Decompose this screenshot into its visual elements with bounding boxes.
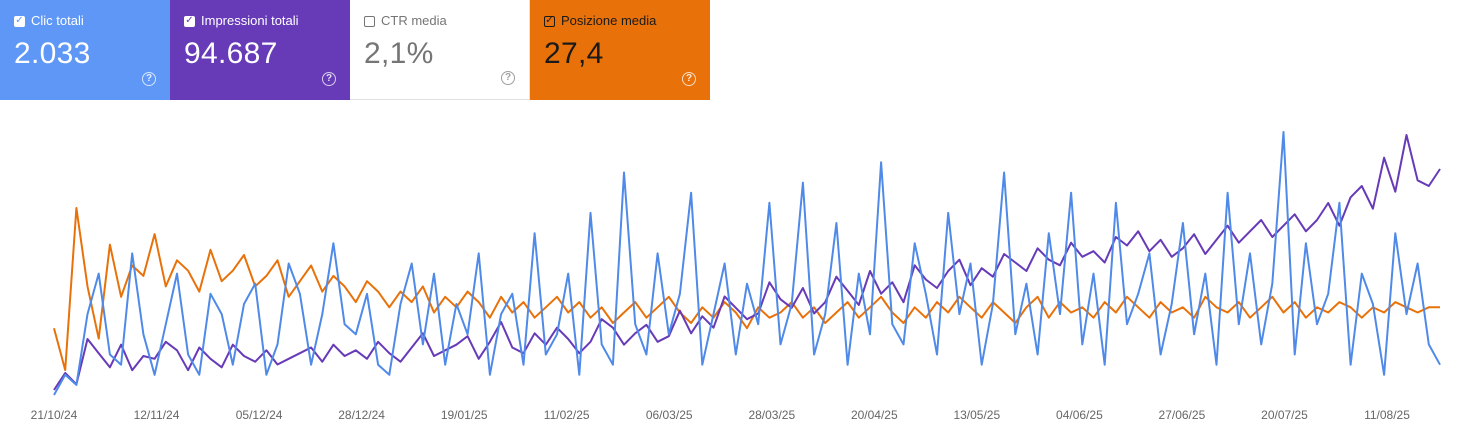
x-tick-label: 21/10/24 <box>31 408 78 422</box>
help-icon[interactable]: ? <box>142 72 156 86</box>
metric-label: CTR media <box>381 13 447 28</box>
help-icon[interactable]: ? <box>501 71 515 85</box>
checkbox-checked-icon[interactable]: ✓ <box>14 15 25 27</box>
metric-value: 2,1% <box>364 37 434 70</box>
x-tick-label: 20/07/25 <box>1261 408 1308 422</box>
x-tick-label: 20/04/25 <box>851 408 898 422</box>
help-icon[interactable]: ? <box>682 72 696 86</box>
series-line-impressions[interactable] <box>53 134 1441 391</box>
help-icon[interactable]: ? <box>322 72 336 86</box>
x-tick-label: 19/01/25 <box>441 408 488 422</box>
x-tick-label: 11/08/25 <box>1364 408 1410 422</box>
checkbox-checked-icon[interactable]: ✓ <box>544 15 555 27</box>
performance-line-chart[interactable]: 21/10/24 12/11/24 05/12/24 28/12/24 19/01/25… <box>0 100 1458 443</box>
metric-value: 27,4 <box>544 37 604 70</box>
x-axis-ticks: 21/10/24 12/11/24 05/12/24 28/12/24 19/01/25… <box>31 408 1411 422</box>
x-tick-label: 28/03/25 <box>748 408 795 422</box>
metric-value: 2.033 <box>14 37 91 70</box>
series-layer <box>53 131 1441 396</box>
checkbox-unchecked-icon[interactable] <box>364 15 375 27</box>
metric-header: ✓ Impressioni totali <box>184 12 336 30</box>
metric-card-ctr[interactable]: CTR media 2,1% ? <box>350 0 530 100</box>
x-tick-label: 13/05/25 <box>953 408 1000 422</box>
x-tick-label: 06/03/25 <box>646 408 693 422</box>
metric-value: 94.687 <box>184 37 278 70</box>
metric-label: Clic totali <box>31 13 84 28</box>
metric-header: ✓ Clic totali <box>14 12 156 30</box>
series-line-clicks[interactable] <box>53 131 1441 396</box>
x-tick-label: 28/12/24 <box>338 408 385 422</box>
x-tick-label: 11/02/25 <box>544 408 590 422</box>
metric-label: Posizione media <box>561 13 657 28</box>
x-tick-label: 04/06/25 <box>1056 408 1103 422</box>
checkbox-checked-icon[interactable]: ✓ <box>184 15 195 27</box>
x-tick-label: 12/11/24 <box>134 408 180 422</box>
metric-card-position[interactable]: ✓ Posizione media 27,4 ? <box>530 0 710 100</box>
metric-cards: ✓ Clic totali 2.033 ? ✓ Impressioni tota… <box>0 0 710 100</box>
metric-header: ✓ Posizione media <box>544 12 696 30</box>
x-tick-label: 27/06/25 <box>1159 408 1206 422</box>
metric-label: Impressioni totali <box>201 13 299 28</box>
metric-header: CTR media <box>364 12 515 30</box>
metric-card-impressions[interactable]: ✓ Impressioni totali 94.687 ? <box>170 0 350 100</box>
metric-card-clicks[interactable]: ✓ Clic totali 2.033 ? <box>0 0 170 100</box>
x-tick-label: 05/12/24 <box>236 408 283 422</box>
